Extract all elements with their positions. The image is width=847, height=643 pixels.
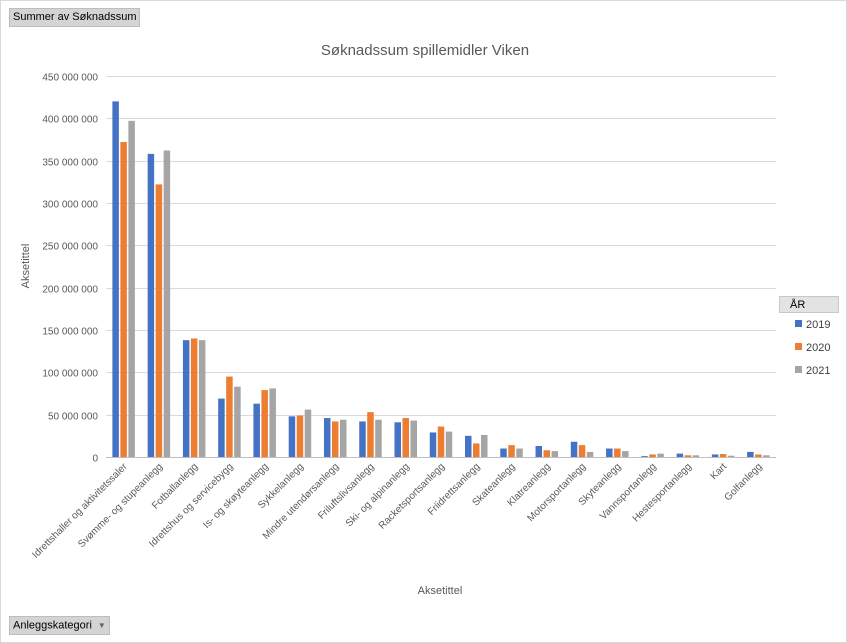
axis-field-button[interactable]: Anleggskategori ▼ (9, 616, 110, 635)
gridlines (106, 76, 776, 458)
bar-2021 (516, 448, 523, 457)
bar-2020 (543, 450, 551, 457)
bar-2020 (226, 376, 233, 457)
dropdown-arrow-icon[interactable]: ▼ (97, 621, 106, 630)
y-tick-label: 350 000 000 (42, 158, 98, 169)
y-tick-label: 100 000 000 (42, 369, 98, 380)
y-tick-label: 450 000 000 (42, 73, 98, 84)
bar-2019 (465, 435, 472, 457)
bar-2021 (128, 120, 135, 458)
y-tick-label: 50 000 000 (48, 412, 98, 423)
bar-2021 (410, 420, 417, 457)
bar-2020 (155, 184, 163, 457)
x-tick-label: Is- og skøyteanlegg (201, 461, 270, 530)
bar-2020 (755, 454, 762, 457)
bar-2021 (445, 431, 453, 457)
bar-2021 (163, 150, 171, 457)
bar-2020 (719, 454, 727, 457)
bar-2021 (551, 451, 559, 457)
bar-2019 (641, 456, 648, 457)
bar-2021 (198, 340, 206, 457)
bar-2020 (649, 454, 656, 457)
bar-2020 (578, 445, 586, 457)
bar-2019 (711, 454, 719, 457)
legend-swatch (795, 343, 802, 350)
bar-2020 (402, 418, 409, 457)
legend-label: 2021 (806, 365, 830, 377)
bar-2019 (359, 421, 366, 457)
bar-2020 (331, 421, 339, 457)
bar-2019 (218, 398, 225, 457)
x-axis-ticks: Idrettshaller og aktivitetssalerSvømme- … (30, 461, 764, 561)
bar-2020 (437, 426, 445, 457)
bar-2020 (367, 412, 374, 457)
bar-2019 (323, 418, 331, 457)
x-tick-label: Golfanlegg (723, 461, 765, 503)
legend: 2019 2020 2021 (795, 319, 830, 377)
legend-swatch (795, 320, 802, 327)
bar-2021 (304, 409, 312, 457)
legend-title: ÅR (790, 299, 806, 311)
legend-label: 2019 (806, 319, 830, 331)
bar-2019 (500, 448, 507, 457)
bar-2021 (763, 455, 770, 457)
x-tick-label: Kart (708, 461, 729, 482)
bar-2021 (481, 434, 488, 457)
bar-2020 (261, 390, 268, 457)
bar-2019 (288, 416, 296, 457)
y-tick-label: 150 000 000 (42, 327, 98, 338)
bars (112, 101, 770, 458)
bar-2021 (622, 451, 629, 457)
x-axis-title: Aksetittel (418, 585, 463, 597)
bar-2019 (570, 441, 578, 457)
bar-2020 (508, 445, 515, 457)
chart-title: Søknadssum spillemidler Viken (321, 42, 529, 59)
bar-2019 (394, 422, 401, 457)
bar-2021 (727, 455, 735, 457)
bar-2021 (692, 455, 700, 457)
bar-2021 (339, 419, 347, 457)
value-field-button[interactable]: Summer av Søknadssum (9, 8, 141, 27)
y-tick-label: 300 000 000 (42, 200, 98, 211)
bar-2019 (676, 453, 684, 457)
bar-2019 (747, 451, 754, 457)
bar-2020 (684, 455, 692, 457)
bar-2020 (296, 415, 304, 457)
legend-title-button[interactable]: ÅR (779, 296, 839, 313)
value-field-label: Summer av Søknadssum (13, 11, 137, 23)
y-tick-label: 0 (92, 454, 98, 465)
bar-2019 (112, 101, 119, 458)
bar-2020 (190, 338, 198, 457)
axis-field-label: Anleggskategori (13, 619, 92, 632)
bar-2021 (375, 419, 382, 457)
bar-2019 (147, 153, 155, 457)
y-axis-title: Aksetittel (20, 244, 32, 289)
bar-2021 (234, 386, 241, 457)
bar-2019 (429, 432, 437, 457)
y-tick-label: 250 000 000 (42, 242, 98, 253)
bar-2020 (473, 443, 480, 457)
y-axis-ticks: 0 50 000 000 100 000 000 150 000 000 200 000… (42, 73, 98, 465)
bar-2019 (606, 448, 613, 457)
x-tick-label: Ski- og alpinanlegg (344, 461, 412, 529)
bar-2020 (120, 142, 127, 458)
y-tick-label: 400 000 000 (42, 115, 98, 126)
legend-swatch (795, 366, 802, 373)
x-tick-label: Racketsportsanlegg (377, 461, 447, 531)
bar-2020 (614, 448, 621, 457)
bar-2019 (253, 403, 260, 457)
bar-2019 (535, 445, 543, 457)
y-tick-label: 200 000 000 (42, 285, 98, 296)
bar-2021 (586, 451, 594, 457)
legend-label: 2020 (806, 342, 830, 354)
bar-2019 (182, 340, 190, 457)
bar-2021 (269, 388, 276, 457)
bar-2021 (657, 453, 664, 457)
